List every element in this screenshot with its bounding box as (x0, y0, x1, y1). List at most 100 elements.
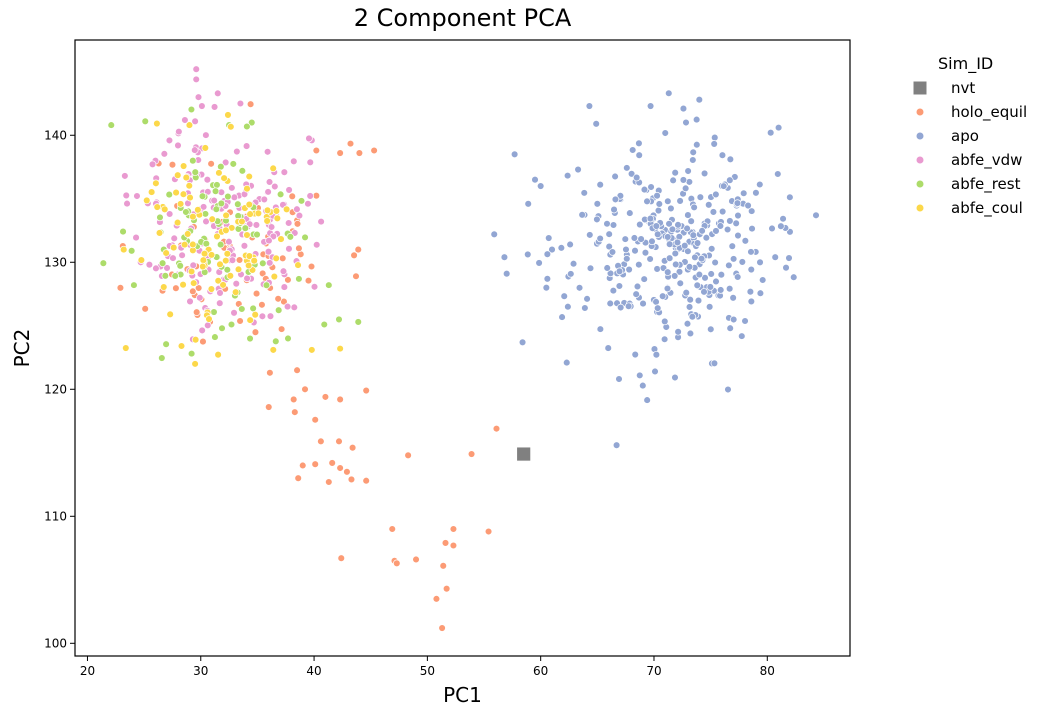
data-point (635, 139, 643, 148)
data-point (182, 173, 191, 182)
data-point (442, 584, 451, 593)
data-point (531, 175, 539, 184)
data-point (646, 214, 655, 223)
data-point (633, 282, 642, 291)
data-point (152, 179, 160, 188)
legend-label: abfe_vdw (951, 151, 1023, 169)
data-point (605, 242, 613, 251)
data-point (289, 395, 298, 404)
data-point (682, 118, 690, 127)
data-point (207, 285, 216, 293)
data-point (687, 217, 695, 225)
legend-item-holo_equil: holo_equil (910, 100, 1050, 124)
data-point (643, 197, 651, 206)
data-point (186, 297, 194, 306)
data-point (293, 220, 302, 228)
data-point (683, 319, 692, 328)
data-point (293, 366, 301, 374)
data-point (252, 289, 261, 298)
data-point (258, 312, 267, 321)
data-point (226, 272, 235, 280)
data-point (354, 318, 363, 326)
data-point (270, 272, 279, 281)
data-point (230, 309, 238, 317)
legend-label: holo_equil (951, 103, 1028, 121)
data-point (224, 111, 232, 119)
data-point (263, 206, 272, 215)
data-point (217, 162, 225, 171)
data-point (191, 335, 200, 344)
data-point (684, 167, 692, 175)
data-point (635, 151, 643, 159)
data-point (432, 595, 441, 603)
data-point (231, 288, 240, 296)
data-point (262, 281, 271, 289)
x-tick-label: 30 (193, 664, 208, 678)
data-point (441, 539, 450, 547)
data-point (312, 191, 321, 200)
data-point (707, 245, 716, 253)
data-point (263, 148, 272, 156)
data-point (214, 276, 222, 285)
data-point (266, 369, 274, 377)
data-point (709, 208, 718, 216)
x-tick-label: 50 (420, 664, 435, 678)
data-point (238, 167, 247, 175)
data-point (585, 102, 594, 110)
data-point (370, 146, 378, 155)
data-point (179, 162, 188, 170)
data-point (615, 282, 624, 290)
data-point (220, 174, 228, 182)
data-point (293, 205, 301, 213)
data-point (203, 321, 212, 330)
data-point (156, 213, 164, 222)
data-point (612, 441, 621, 449)
data-point (243, 122, 251, 131)
data-point (274, 295, 282, 303)
data-point (285, 245, 293, 253)
data-point (306, 158, 315, 167)
data-point (189, 156, 197, 165)
data-point (693, 140, 701, 149)
data-point (127, 247, 136, 255)
data-point (586, 264, 595, 272)
data-point (249, 304, 257, 313)
data-point (347, 475, 356, 484)
data-point (393, 559, 401, 568)
data-point (700, 288, 708, 296)
data-point (729, 315, 738, 324)
data-point (229, 160, 238, 168)
data-point (449, 525, 458, 533)
data-point (290, 157, 298, 166)
data-point (203, 175, 212, 184)
data-point (785, 254, 793, 262)
data-point (147, 188, 156, 196)
data-point (510, 150, 519, 159)
data-point (277, 235, 285, 243)
data-point (227, 123, 235, 131)
data-point (285, 186, 293, 194)
data-point (107, 121, 116, 129)
data-point (671, 168, 679, 177)
data-point (712, 277, 720, 286)
data-point (744, 201, 752, 210)
data-point (241, 224, 250, 232)
data-point (224, 192, 232, 201)
circle-marker-icon (916, 180, 924, 188)
data-point (177, 342, 186, 350)
data-point (500, 253, 509, 261)
data-point (187, 349, 196, 358)
data-point (726, 155, 735, 164)
data-point (196, 294, 204, 302)
data-point (235, 256, 244, 264)
data-point (246, 210, 254, 218)
data-point (723, 225, 732, 234)
data-point (265, 178, 274, 186)
data-point (719, 182, 728, 190)
data-point (158, 259, 167, 267)
data-point (812, 211, 820, 220)
data-point (245, 200, 254, 209)
data-point (596, 180, 604, 189)
data-point (191, 146, 199, 154)
